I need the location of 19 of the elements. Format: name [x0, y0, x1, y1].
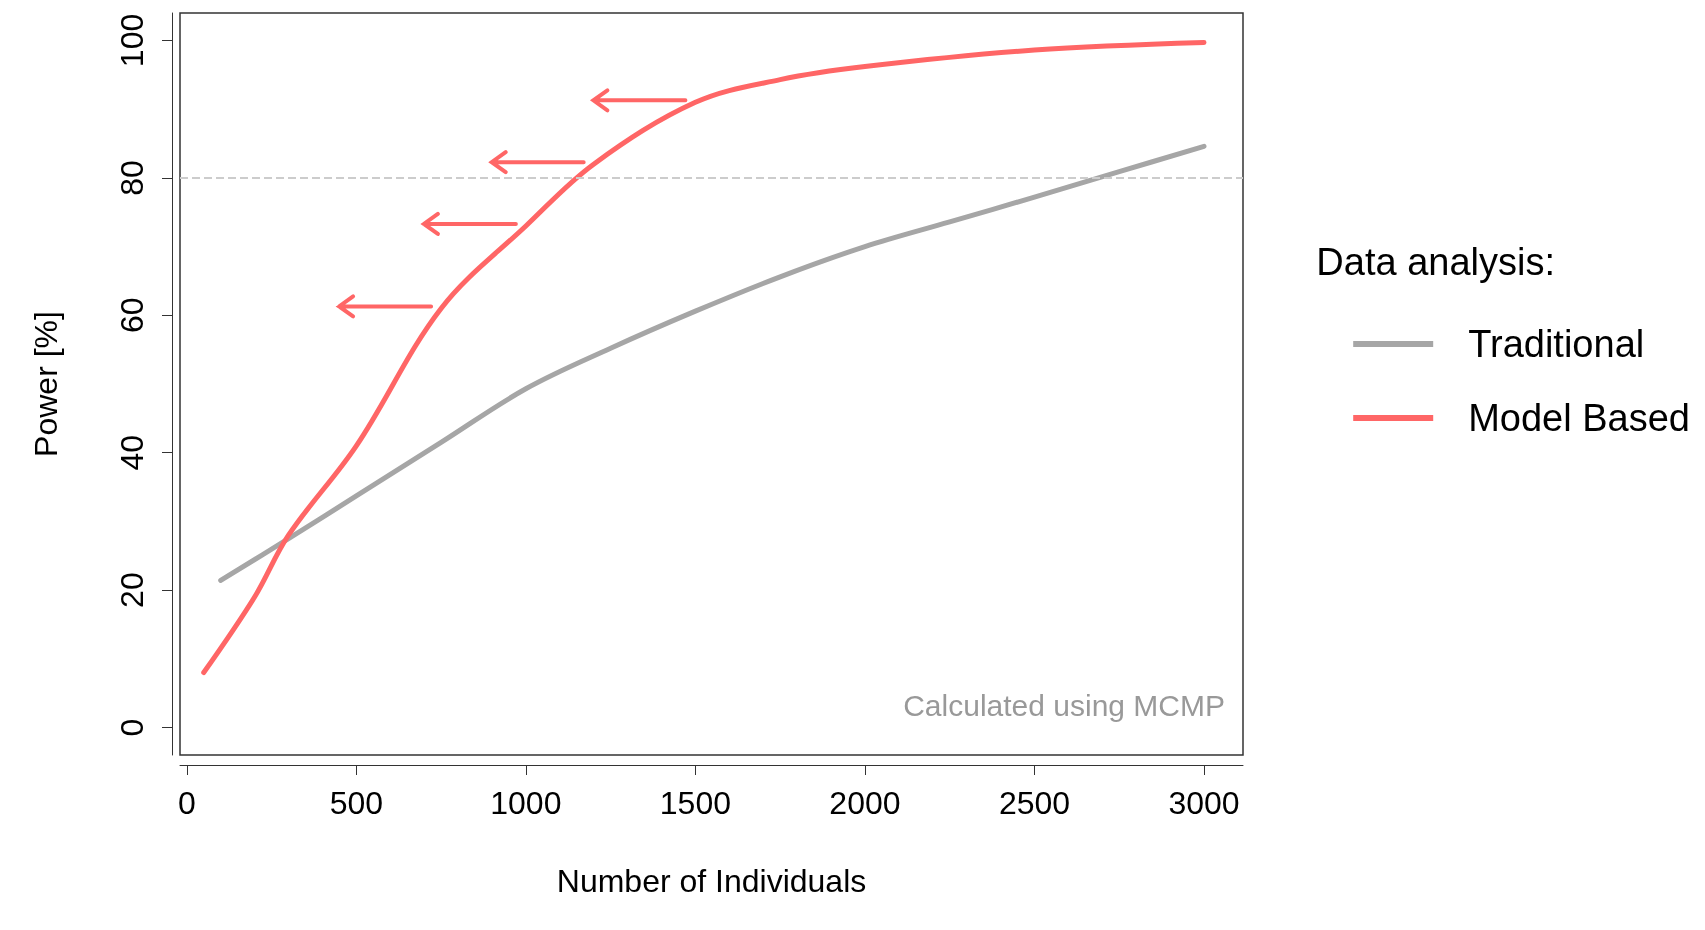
- y-tick-label: 60: [114, 297, 150, 334]
- x-tick-label: 1500: [659, 785, 731, 821]
- legend-label: Traditional: [1468, 323, 1645, 365]
- y-tick-label: 100: [114, 13, 150, 68]
- y-tick-label: 40: [114, 434, 150, 471]
- y-axis-title: Power [%]: [28, 311, 64, 457]
- y-tick-label: 80: [114, 160, 150, 196]
- legend-label: Model Based: [1468, 397, 1691, 439]
- x-tick-label: 2000: [829, 785, 901, 821]
- x-tick-label: 3000: [1168, 785, 1240, 821]
- legend-title: Data analysis:: [1316, 241, 1555, 283]
- x-tick-label: 0: [177, 785, 196, 821]
- x-tick-label: 2500: [998, 785, 1071, 821]
- x-tick-label: 500: [329, 785, 384, 821]
- x-tick-label: 1000: [490, 785, 562, 821]
- annotation: Calculated using MCMP: [903, 688, 1225, 722]
- x-axis-title: Number of Individuals: [556, 863, 867, 899]
- y-tick-label: 20: [114, 572, 150, 608]
- y-tick-label: 0: [114, 718, 150, 737]
